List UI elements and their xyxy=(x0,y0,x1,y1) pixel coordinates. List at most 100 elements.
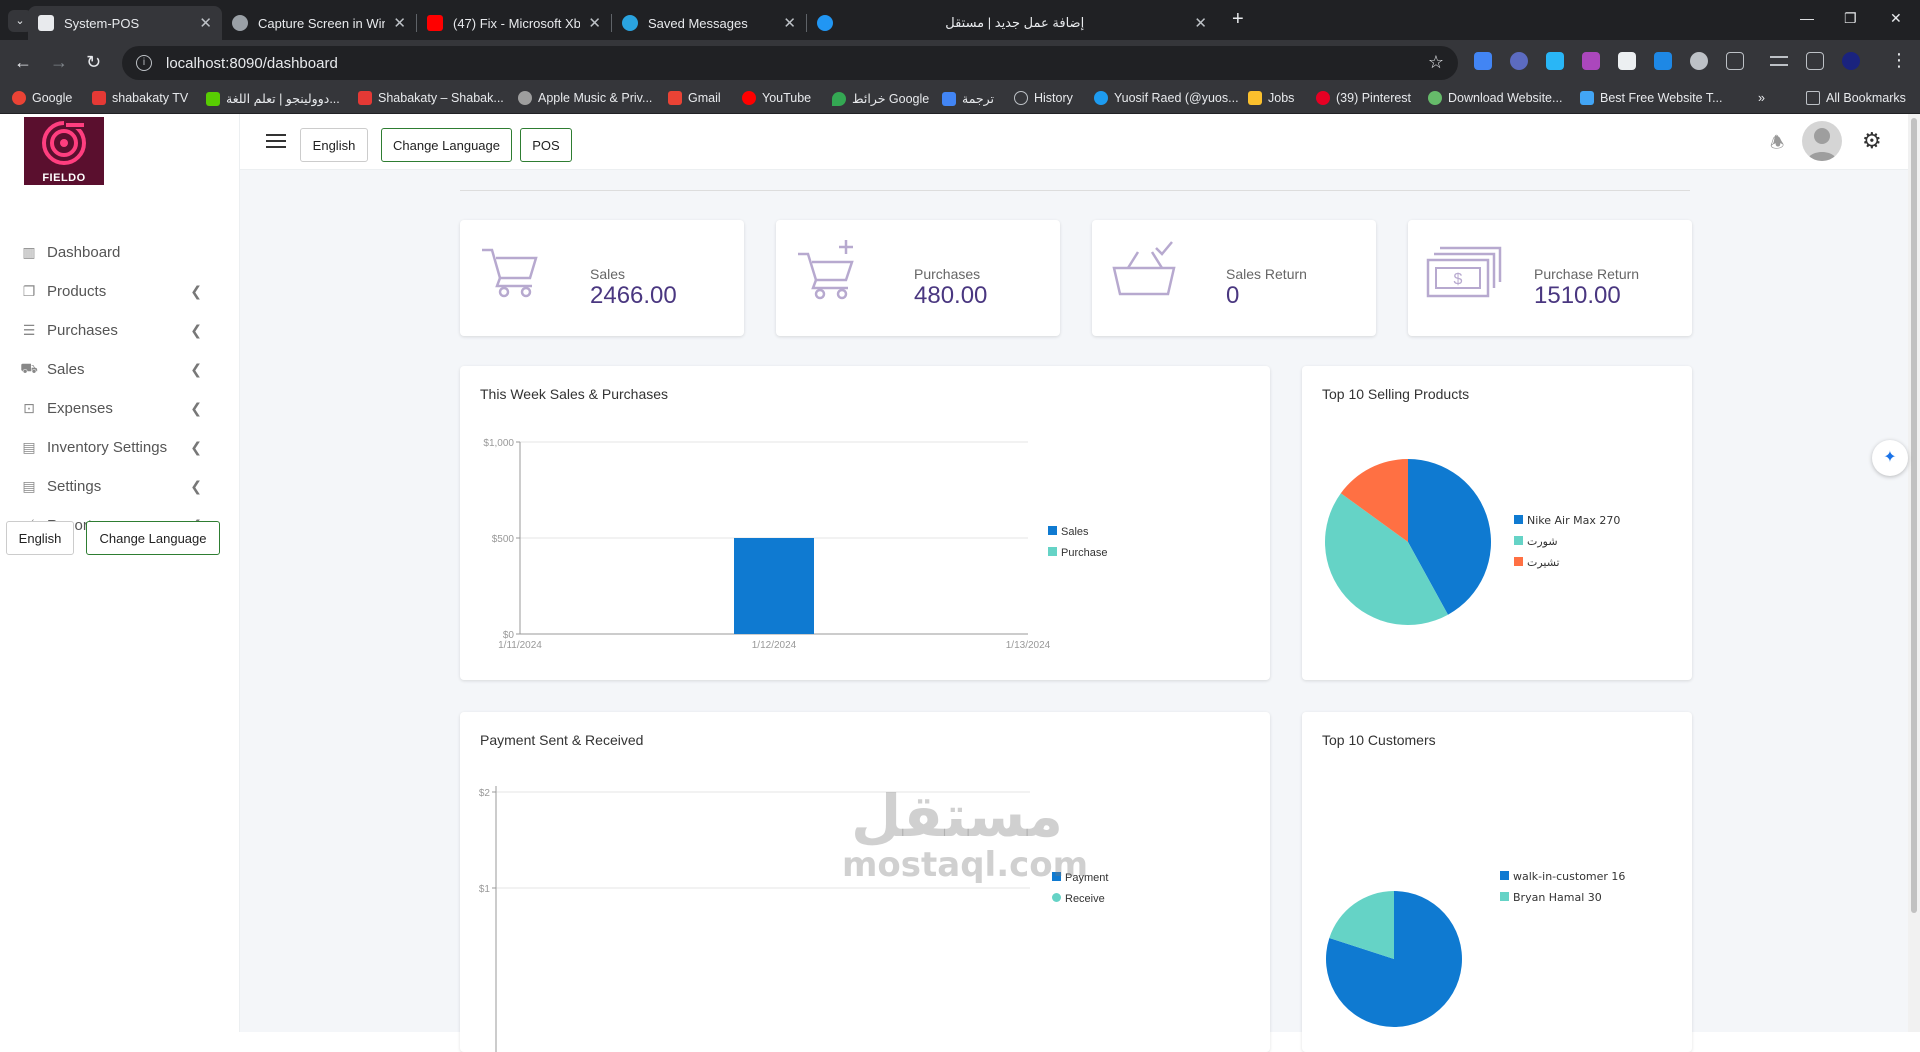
extension-icon[interactable] xyxy=(1546,52,1564,70)
bookmark-apple-music[interactable]: Apple Music & Priv... xyxy=(518,91,652,105)
cart-icon: ⛟ xyxy=(20,359,38,376)
extension-icon[interactable] xyxy=(1618,52,1636,70)
reading-list-icon[interactable] xyxy=(1770,56,1788,66)
bookmark-jobs[interactable]: Jobs xyxy=(1248,91,1294,105)
extension-icon[interactable] xyxy=(1654,52,1672,70)
sidebar-item-products[interactable]: ❐ Products ❮ xyxy=(20,276,210,306)
logo-mark xyxy=(42,121,86,165)
bookmark-youtube[interactable]: YouTube xyxy=(742,91,811,105)
leaf-icon xyxy=(1428,91,1442,105)
brand-logo[interactable]: FIELDO xyxy=(24,117,104,185)
gmail-icon xyxy=(668,91,682,105)
profile-avatar[interactable] xyxy=(1842,52,1860,70)
bookmark-pinterest[interactable]: (39) Pinterest xyxy=(1316,91,1411,105)
window-close-icon[interactable]: ✕ xyxy=(1890,10,1902,26)
tab-search-button[interactable]: ⌄ xyxy=(8,10,32,32)
tab-favicon xyxy=(38,15,54,31)
bookmark-best-free-website[interactable]: Best Free Website T... xyxy=(1580,91,1723,105)
legend-swatch xyxy=(1048,526,1057,535)
translate-icon xyxy=(942,91,956,106)
y-tick-label: $2 xyxy=(479,788,491,799)
chevron-left-icon: ❮ xyxy=(190,399,202,416)
sidebar-english-button[interactable]: English xyxy=(6,521,74,555)
bookmark-google[interactable]: Google xyxy=(12,91,72,105)
bookmark-label: دوولينجو | تعلم اللغة... xyxy=(226,92,340,106)
pos-button[interactable]: POS xyxy=(520,128,572,162)
close-icon[interactable]: ✕ xyxy=(393,15,406,32)
bookmark-shabakaty[interactable]: Shabakaty – Shabak... xyxy=(358,91,504,105)
bookmark-gmail[interactable]: Gmail xyxy=(668,91,721,105)
chevron-left-icon: ❮ xyxy=(190,477,202,494)
brand-name: FIELDO xyxy=(42,172,86,184)
menu-dots-icon[interactable]: ⋮ xyxy=(1890,50,1908,70)
bookmark-download-website[interactable]: Download Website... xyxy=(1428,91,1562,105)
close-icon[interactable]: ✕ xyxy=(1194,15,1207,32)
legend-label: تشيرت xyxy=(1527,556,1560,569)
reload-icon[interactable]: ↻ xyxy=(86,52,102,72)
address-bar[interactable]: i localhost:8090/dashboard ☆ xyxy=(122,46,1458,80)
bookmark-label: (39) Pinterest xyxy=(1336,91,1412,105)
bookmark-history[interactable]: History xyxy=(1014,91,1073,105)
sidebar-item-purchases[interactable]: ☰ Purchases ❮ xyxy=(20,315,210,345)
all-bookmarks[interactable]: All Bookmarks xyxy=(1806,91,1906,105)
browser-tab-youtube[interactable]: (47) Fix - Microsoft Xbox Game ✕ xyxy=(417,6,611,40)
basket-check-icon xyxy=(1112,241,1176,296)
restore-icon[interactable]: ❐ xyxy=(1844,10,1857,26)
site-info-icon[interactable]: i xyxy=(136,55,152,71)
sidebar-item-dashboard[interactable]: ▥ Dashboard xyxy=(20,237,210,267)
extension-icon[interactable] xyxy=(1510,52,1528,70)
bookmark-label: خرائط Google xyxy=(852,92,930,106)
bell-icon[interactable]: 🕭 xyxy=(1770,135,1785,152)
puzzle-icon[interactable] xyxy=(1726,52,1744,70)
money-icon: $ xyxy=(1426,246,1502,298)
hamburger-menu-icon[interactable] xyxy=(266,134,286,148)
sidebar-item-expenses[interactable]: ⊡ Expenses ❮ xyxy=(20,393,210,423)
sidebar-item-sales[interactable]: ⛟ Sales ❮ xyxy=(20,354,210,384)
english-button[interactable]: English xyxy=(300,128,368,162)
translate-extension-icon[interactable] xyxy=(1474,52,1492,70)
minimize-icon[interactable]: — xyxy=(1800,10,1814,26)
chevron-left-icon: ❮ xyxy=(190,360,202,377)
browser-tab-telegram[interactable]: Saved Messages ✕ xyxy=(612,6,806,40)
bookmark-google-maps[interactable]: خرائط Google xyxy=(832,91,929,106)
sidebar-item-inventory-settings[interactable]: ▤ Inventory Settings ❮ xyxy=(20,432,210,462)
scrollbar-thumb[interactable] xyxy=(1911,118,1917,913)
bookmark-shabakaty-tv[interactable]: shabakaty TV xyxy=(92,91,188,105)
app-root: FIELDO ▥ Dashboard ❐ Products ❮ ☰ Purcha… xyxy=(0,114,1920,1052)
change-language-button[interactable]: Change Language xyxy=(381,128,512,162)
bookmark-label: Yuosif Raed (@yuos... xyxy=(1114,91,1239,105)
sidebar-change-language-button[interactable]: Change Language xyxy=(86,521,220,555)
bookmark-translate[interactable]: ترجمة xyxy=(942,91,994,106)
extension-icon[interactable] xyxy=(1582,52,1600,70)
close-icon[interactable]: ✕ xyxy=(199,15,212,32)
close-icon[interactable]: ✕ xyxy=(783,15,796,32)
top-navbar: English Change Language POS 🕭 ⚙ xyxy=(240,114,1908,170)
url-text[interactable]: localhost:8090/dashboard xyxy=(166,54,338,72)
bookmark-label: History xyxy=(1034,91,1073,105)
bookmark-twitter[interactable]: Yuosif Raed (@yuos... xyxy=(1094,91,1239,105)
gear-icon[interactable]: ⚙ xyxy=(1862,128,1882,153)
floating-assistant-button[interactable]: ✦ xyxy=(1872,440,1908,476)
bookmark-duolingo[interactable]: دوولينجو | تعلم اللغة... xyxy=(206,91,340,106)
forward-icon[interactable]: → xyxy=(50,52,68,72)
sidebar-item-settings[interactable]: ▤ Settings ❮ xyxy=(20,471,210,501)
y-tick-label: $1,000 xyxy=(483,438,514,449)
more-bookmarks-icon[interactable]: » xyxy=(1758,91,1765,105)
stat-value: 480.00 xyxy=(914,282,988,309)
new-tab-button[interactable]: + xyxy=(1232,8,1244,30)
bookmark-star-icon[interactable]: ☆ xyxy=(1427,52,1444,72)
back-icon[interactable]: ← xyxy=(14,52,32,72)
stat-value: 0 xyxy=(1226,282,1240,309)
stat-card-sales: Sales 2466.00 xyxy=(460,220,744,336)
eye-extension-icon[interactable] xyxy=(1690,52,1708,70)
jobs-icon xyxy=(1248,91,1262,105)
legend-swatch xyxy=(1500,892,1509,901)
browser-tab-system-pos[interactable]: System-POS ✕ xyxy=(28,6,222,40)
browser-tab-capture[interactable]: Capture Screen in Win ✕ xyxy=(222,6,416,40)
avatar[interactable] xyxy=(1802,121,1842,161)
page-scrollbar[interactable] xyxy=(1908,114,1920,1032)
browser-tab-mostaql[interactable]: إضافة عمل جديد | مستقل ✕ xyxy=(807,6,1217,40)
bookmark-label: Google xyxy=(32,91,73,105)
close-icon[interactable]: ✕ xyxy=(588,15,601,32)
side-panel-icon[interactable] xyxy=(1806,52,1824,70)
